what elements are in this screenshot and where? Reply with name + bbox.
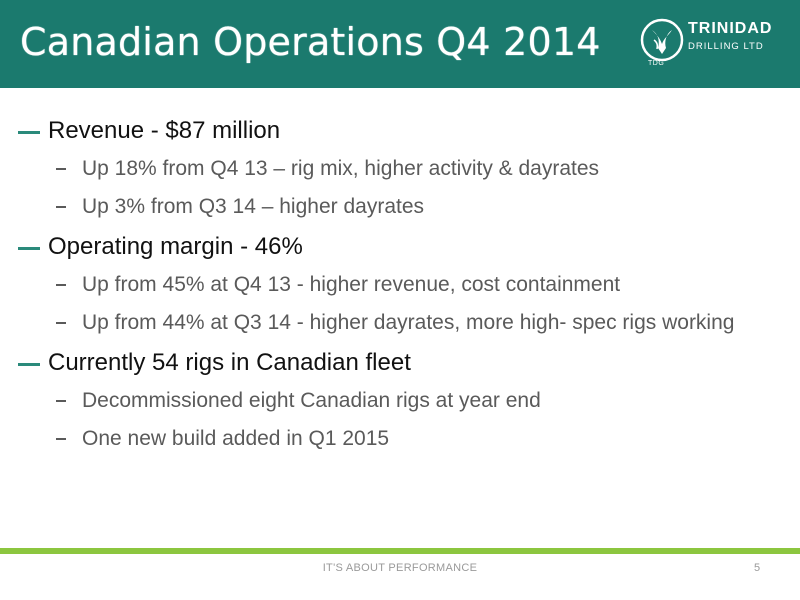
bullet-text: Operating margin - 46%	[48, 233, 303, 260]
bullet-operating-margin: Operating margin - 46%	[18, 232, 788, 262]
sub-bullet: Up 18% from Q4 13 – rig mix, higher acti…	[18, 156, 788, 182]
sub-bullet: Up from 45% at Q4 13 - higher revenue, c…	[18, 272, 788, 298]
slide-title: Canadian Operations Q4 2014	[20, 20, 601, 64]
sub-bullet-dash-icon	[56, 168, 66, 170]
bullet-rig-fleet: Currently 54 rigs in Canadian fleet	[18, 348, 788, 378]
slide-body: Revenue - $87 million Up 18% from Q4 13 …	[18, 110, 788, 452]
sub-bullet-text: One new build added in Q1 2015	[82, 427, 390, 450]
sub-bullet-text: Decommissioned eight Canadian rigs at ye…	[82, 389, 541, 412]
sub-bullet: One new build added in Q1 2015	[18, 426, 788, 452]
sub-bullet-dash-icon	[56, 284, 66, 286]
sub-bullet: Up 3% from Q3 14 – higher dayrates	[18, 194, 788, 220]
sub-bullet-text: Up 18% from Q4 13 – rig mix, higher acti…	[82, 157, 600, 180]
drill-bit-logo-icon	[640, 18, 684, 62]
bullet-dash-icon	[18, 363, 40, 366]
footer-tagline: IT'S ABOUT PERFORMANCE	[322, 562, 478, 574]
slide-header: Canadian Operations Q4 2014 TDG TRINIDAD…	[0, 0, 800, 88]
logo-name: TRINIDAD	[688, 20, 773, 37]
logo-subname: DRILLING LTD	[688, 41, 764, 52]
bullet-dash-icon	[18, 131, 40, 134]
bullet-text: Currently 54 rigs in Canadian fleet	[48, 349, 411, 376]
sub-bullet-dash-icon	[56, 206, 66, 208]
sub-bullet-text: Up from 45% at Q4 13 - higher revenue, c…	[82, 273, 621, 296]
bullet-revenue: Revenue - $87 million	[18, 116, 788, 146]
sub-bullet-text: Up from 44% at Q3 14 - higher dayrates, …	[82, 311, 735, 334]
sub-bullet-dash-icon	[56, 400, 66, 402]
logo-mark-text: TDG	[648, 60, 665, 67]
sub-bullet-dash-icon	[56, 438, 66, 440]
bullet-dash-icon	[18, 247, 40, 250]
page-number: 5	[754, 562, 761, 574]
company-logo: TDG TRINIDAD DRILLING LTD	[636, 14, 786, 72]
bullet-text: Revenue - $87 million	[48, 117, 281, 144]
sub-bullet: Up from 44% at Q3 14 - higher dayrates, …	[18, 310, 788, 336]
sub-bullet: Decommissioned eight Canadian rigs at ye…	[18, 388, 788, 414]
footer-divider	[0, 548, 800, 554]
sub-bullet-text: Up 3% from Q3 14 – higher dayrates	[82, 195, 425, 218]
sub-bullet-dash-icon	[56, 322, 66, 324]
